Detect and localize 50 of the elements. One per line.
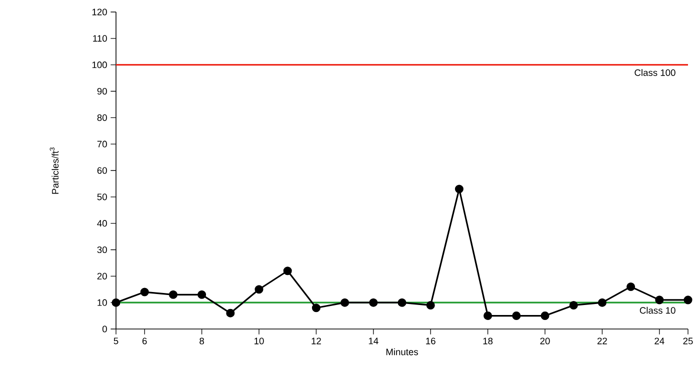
point	[540, 312, 550, 320]
point	[626, 282, 636, 291]
point	[312, 304, 320, 312]
ref-line-label: Class 100	[634, 69, 676, 76]
point	[283, 266, 292, 276]
x-tick-label: 16	[426, 338, 436, 344]
x-tick-label: 8	[200, 338, 204, 344]
y-tick-label: 90	[97, 88, 107, 95]
y-tick-label: 100	[92, 62, 107, 68]
ref-line-label: Class 10	[640, 306, 676, 314]
point	[426, 300, 435, 310]
point	[168, 290, 178, 299]
y-axis-title: Particles/ft$^{3}$	[50, 147, 59, 194]
y-tick-label: 120	[92, 8, 107, 16]
point	[398, 298, 406, 307]
y-tick-label: 0	[102, 326, 107, 332]
point	[684, 296, 692, 304]
point	[655, 296, 664, 304]
x-tick-label: 25	[683, 338, 693, 344]
x-tick-label: 20	[540, 338, 550, 344]
x-tick-label: 14	[368, 338, 378, 344]
y-tick-label: 50	[97, 194, 107, 200]
y-tick-label: 40	[97, 220, 107, 227]
x-tick-label: 18	[483, 338, 493, 344]
x-tick-label: 22	[597, 338, 607, 344]
y-tick-label: 30	[97, 246, 107, 254]
point	[598, 298, 606, 307]
point	[569, 300, 578, 310]
y-tick-label: 110	[93, 35, 107, 42]
x-tick-label: 10	[254, 338, 264, 344]
y-tick-label: 20	[97, 272, 107, 280]
y-tick-label: 80	[97, 114, 107, 121]
point	[512, 312, 521, 320]
y-tick-label: 70	[97, 140, 107, 148]
x-tick-label: 5	[114, 338, 118, 344]
y-tick-label: 60	[97, 167, 107, 174]
x-tick-label: 6	[142, 338, 147, 344]
x-tick-label: 24	[654, 338, 664, 344]
point	[140, 288, 149, 296]
x-axis-title: Minutes	[386, 348, 418, 356]
point	[369, 298, 378, 307]
y-tick-label: 10	[98, 299, 107, 306]
point	[340, 298, 350, 307]
x-tick-label: 12	[312, 338, 321, 344]
point	[454, 184, 464, 194]
point	[484, 312, 492, 320]
point	[226, 308, 235, 318]
point	[112, 298, 120, 307]
point	[254, 285, 264, 294]
point	[198, 290, 206, 299]
